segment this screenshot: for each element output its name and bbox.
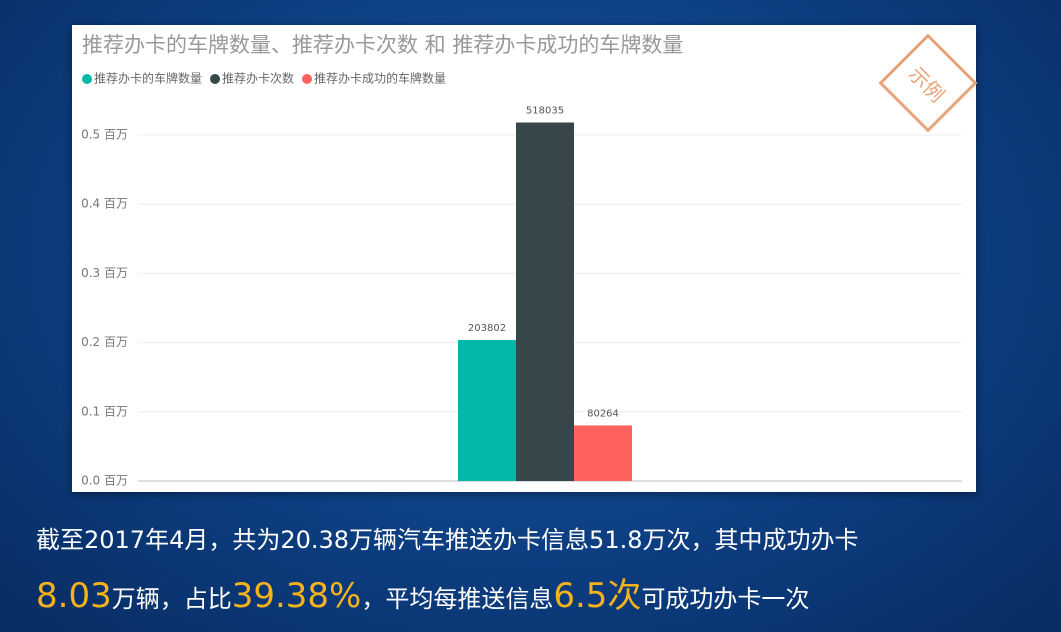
caption-line: 截至2017年4月，共为20.38万辆汽车推送办卡信息51.8万次，其中成功办卡	[36, 512, 859, 568]
y-tick-label: 0.3 百万	[81, 266, 128, 280]
caption: 截至2017年4月，共为20.38万辆汽车推送办卡信息51.8万次，其中成功办卡…	[36, 512, 859, 624]
bar	[574, 425, 632, 481]
caption-highlight: 6.5次	[553, 576, 642, 616]
legend-label: 推荐办卡成功的车牌数量	[314, 71, 446, 86]
caption-text: 万辆，占比	[111, 585, 232, 613]
data-label: 518035	[526, 106, 564, 117]
bar	[516, 122, 574, 482]
y-tick-label: 0.5 百万	[81, 128, 128, 142]
bar	[458, 339, 516, 481]
y-tick-label: 0.4 百万	[81, 197, 128, 211]
y-tick-label: 0.2 百万	[81, 335, 128, 349]
y-tick-label: 0.0 百万	[81, 474, 128, 488]
caption-highlight: 39.38%	[231, 576, 362, 616]
stamp-text: 示例	[904, 61, 950, 107]
chart-title: 推荐办卡的车牌数量、推荐办卡次数 和 推荐办卡成功的车牌数量	[82, 33, 683, 57]
y-tick-label: 0.1 百万	[81, 404, 128, 418]
data-label: 80264	[587, 408, 619, 419]
legend-marker	[302, 74, 313, 84]
legend-marker	[210, 74, 221, 84]
caption-text: 截至2017年4月，共为20.38万辆汽车推送办卡信息51.8万次，其中成功办卡	[36, 526, 859, 554]
legend-label: 推荐办卡的车牌数量	[94, 71, 202, 86]
caption-line: 8.03万辆，占比39.38%，平均每推送信息6.5次可成功办卡一次	[36, 568, 859, 624]
data-label: 203802	[468, 323, 506, 334]
legend-marker	[82, 74, 92, 84]
caption-text: 可成功办卡一次	[641, 585, 810, 613]
legend-label: 推荐办卡次数	[222, 71, 294, 86]
caption-highlight: 8.03	[36, 576, 112, 616]
caption-text: ，平均每推送信息	[361, 585, 554, 613]
